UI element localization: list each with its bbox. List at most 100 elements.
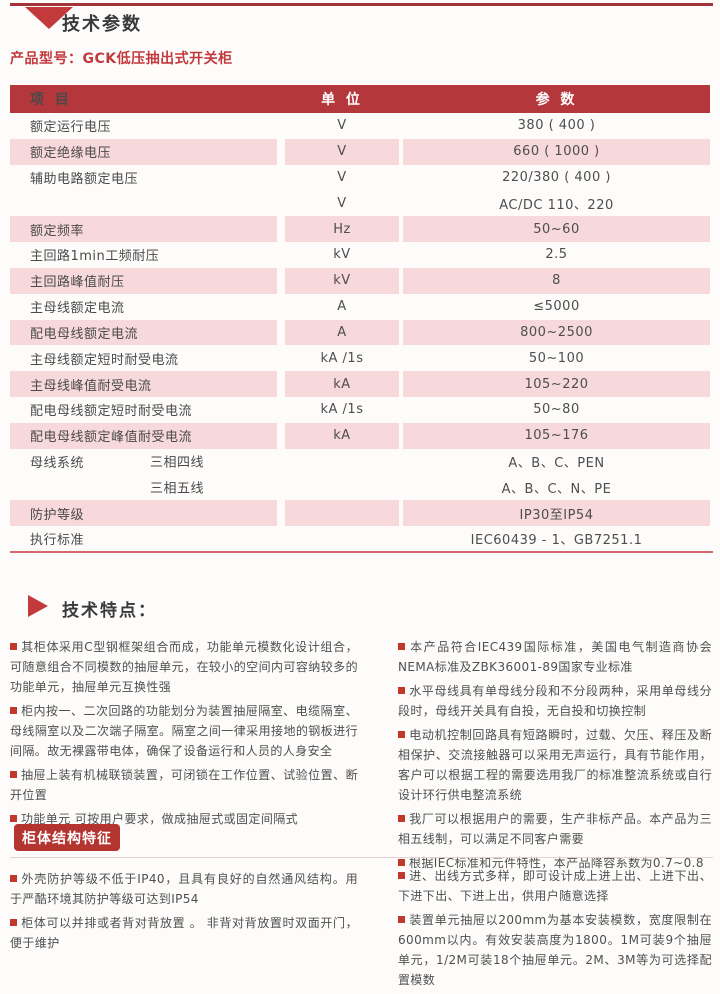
item-sublabel: 三相四线: [150, 455, 205, 471]
unit-cell: kA /1s: [320, 402, 364, 418]
unit-cell: kA: [285, 371, 399, 397]
value-cell: 380 ( 400 ): [517, 118, 596, 134]
value-cell: IEC60439 - 1、GB7251.1: [470, 533, 643, 549]
feature-item: 本产品符合IEC439国际标准，美国电气制造商协会NEMA标准及ZBK36001…: [398, 637, 712, 677]
value-cell: 8: [403, 267, 710, 294]
value-cell: 660 ( 1000 ): [403, 138, 710, 165]
feature-item: 电动机控制回路具有短路瞬时，过载、欠压、释压及断相保护、交流接触器可以采用无声运…: [398, 725, 712, 805]
table-row: 额定频率 Hz 50~60: [10, 216, 710, 243]
bullet-square-icon: [398, 916, 405, 923]
item-label: 防护等级: [30, 507, 85, 523]
value-cell: ≤5000: [533, 299, 580, 315]
unit-cell: V: [337, 170, 347, 186]
item-cell: 主回路峰值耐压: [10, 267, 277, 294]
item-label: 额定频率: [30, 223, 85, 239]
item-label: 主母线额定短时耐受电流: [30, 352, 179, 368]
unit-cell: A: [337, 299, 347, 315]
unit-cell: [285, 526, 399, 552]
table-header-row: 项 目 单 位 参 数: [10, 85, 710, 113]
item-cell: 辅助电路额定电压: [10, 165, 277, 191]
structure-text: 装置单元抽屉以200mm为基本安装模数，宽度限制在600mm以内。有效安装高度为…: [398, 913, 712, 987]
structure-text: 进、出线方式多样，即可设计成上进上出、上进下出、下进下出、下进上出，供用户随意选…: [398, 869, 712, 903]
structure-item: 装置单元抽屉以200mm为基本安装模数，宽度限制在600mm以内。有效安装高度为…: [398, 910, 712, 990]
unit-cell: kV: [285, 267, 399, 294]
table-row: 配电母线额定电流 A 800~2500: [10, 319, 710, 346]
table-row: 辅助电路额定电压 V 220/380 ( 400 ): [10, 165, 710, 191]
value-cell: 50~80: [533, 402, 580, 418]
unit-cell: kA /1s: [320, 350, 364, 366]
item-cell: 主母线额定电流: [10, 294, 277, 320]
unit-cell: kA: [285, 422, 399, 449]
item-cell: 配电母线额定短时耐受电流: [10, 397, 277, 423]
value-cell: A、B、C、N、PE: [501, 481, 612, 497]
section-triangle-down-icon: [25, 7, 73, 29]
feature-item: 水平母线具有单母线分段和不分段两种，采用单母线分段时，母线开关具有自投，无自投和…: [398, 681, 712, 721]
features-left-column: 其柜体采用C型钢框架组合而成，功能单元模数化设计组合，可随意组合不同模数的抽屉单…: [10, 637, 358, 833]
bullet-square-icon: [398, 687, 405, 694]
section-triangle-right-icon: [28, 595, 48, 617]
item-label: 额定运行电压: [30, 120, 112, 136]
bullet-square-icon: [398, 815, 405, 822]
table-row: 主回路1min工频耐压 kV 2.5: [10, 242, 710, 268]
table-row: 母线系统 三相四线 A、B、C、PEN: [10, 449, 710, 475]
item-label: 主母线峰值耐受电流: [30, 378, 152, 394]
item-cell: 额定运行电压: [10, 113, 277, 139]
item-cell: 主回路1min工频耐压: [10, 242, 277, 268]
unit-cell: [285, 449, 399, 475]
structure-item: 柜体可以并排或者背对背放置 。 非背对背放置时双面开门，便于维护: [10, 913, 358, 953]
item-cell: 执行标准: [10, 526, 277, 552]
unit-cell: [285, 500, 399, 526]
feature-text: 根据IEC标准和元件特性，本产品降容系数为0.7~0.8: [409, 856, 704, 870]
structure-left-column: 外壳防护等级不低于IP40，且具有良好的自然通风结构。用于严酷环境其防护等级可达…: [10, 869, 358, 957]
item-sublabel: 三相五线: [150, 481, 205, 497]
structure-right-column: 进、出线方式多样，即可设计成上进上出、上进下出、下进下出、下进上出，供用户随意选…: [398, 866, 712, 994]
feature-text: 我厂可以根据用户的需要，生产非标产品。本产品为三相五线制，可以满足不同客户需要: [398, 812, 712, 846]
item-label: 主回路峰值耐压: [30, 275, 125, 291]
item-cell: 主母线额定短时耐受电流: [10, 345, 277, 371]
unit-cell: V: [337, 195, 347, 211]
item-cell: 母线系统 三相四线: [10, 449, 277, 475]
item-label: 母线系统: [30, 455, 85, 471]
specs-table: 项 目 单 位 参 数 额定运行电压 V 380 ( 400 ) 额定绝缘电压 …: [10, 85, 710, 552]
bullet-square-icon: [10, 643, 17, 650]
bullet-square-icon: [398, 872, 405, 879]
column-header-unit: 单 位: [321, 92, 363, 108]
item-cell: 配电母线额定峰值耐受电流: [10, 422, 277, 449]
table-row: 主母线额定短时耐受电流 kA /1s 50~100: [10, 345, 710, 371]
page-title: 技术参数: [62, 14, 142, 35]
unit-cell: V: [337, 118, 347, 134]
table-bottom-divider: [10, 551, 713, 553]
feature-item: 柜内按一、二次回路的功能划分为装置抽屉隔室、电缆隔室、母线隔室以及二次端子隔室。…: [10, 701, 358, 761]
feature-text: 功能单元 可按用户要求，做成抽屉式或固定间隔式: [21, 812, 299, 826]
value-cell: 50~100: [528, 350, 585, 366]
bullet-square-icon: [10, 815, 17, 822]
unit-cell: [285, 474, 399, 500]
table-row: 额定绝缘电压 V 660 ( 1000 ): [10, 138, 710, 165]
bullet-square-icon: [10, 707, 17, 714]
item-cell: 额定频率: [10, 216, 277, 243]
item-cell: 主母线峰值耐受电流: [10, 371, 277, 397]
structure-text: 柜体可以并排或者背对背放置 。 非背对背放置时双面开门，便于维护: [10, 916, 358, 950]
value-cell: 220/380 ( 400 ): [502, 170, 611, 186]
value-cell: A、B、C、PEN: [508, 455, 605, 471]
feature-item: 我厂可以根据用户的需要，生产非标产品。本产品为三相五线制，可以满足不同客户需要: [398, 809, 712, 849]
structure-section-divider: [10, 857, 713, 858]
item-label: 主回路1min工频耐压: [30, 249, 160, 265]
table-row: V AC/DC 110、220: [10, 190, 710, 216]
bullet-square-icon: [398, 731, 405, 738]
feature-text: 柜内按一、二次回路的功能划分为装置抽屉隔室、电缆隔室、母线隔室以及二次端子隔室。…: [10, 704, 358, 758]
item-label: 配电母线额定短时耐受电流: [30, 404, 193, 420]
feature-text: 电动机控制回路具有短路瞬时，过载、欠压、释压及断相保护、交流接触器可以采用无声运…: [398, 728, 712, 802]
value-cell: 105~176: [403, 422, 710, 449]
item-cell: 配电母线额定电流: [10, 319, 277, 346]
feature-item: 根据IEC标准和元件特性，本产品降容系数为0.7~0.8: [398, 853, 712, 873]
unit-cell: kV: [333, 247, 351, 263]
column-header-parameter: 参 数: [535, 92, 578, 108]
bullet-square-icon: [398, 643, 405, 650]
feature-item: 功能单元 可按用户要求，做成抽屉式或固定间隔式: [10, 809, 358, 829]
value-cell: 2.5: [545, 247, 568, 263]
value-cell: IP30至IP54: [403, 500, 710, 526]
unit-cell: A: [285, 319, 399, 346]
product-model-line: 产品型号：GCK低压抽出式开关柜: [10, 51, 233, 67]
feature-text: 水平母线具有单母线分段和不分段两种，采用单母线分段时，母线开关具有自投，无自投和…: [398, 684, 712, 718]
